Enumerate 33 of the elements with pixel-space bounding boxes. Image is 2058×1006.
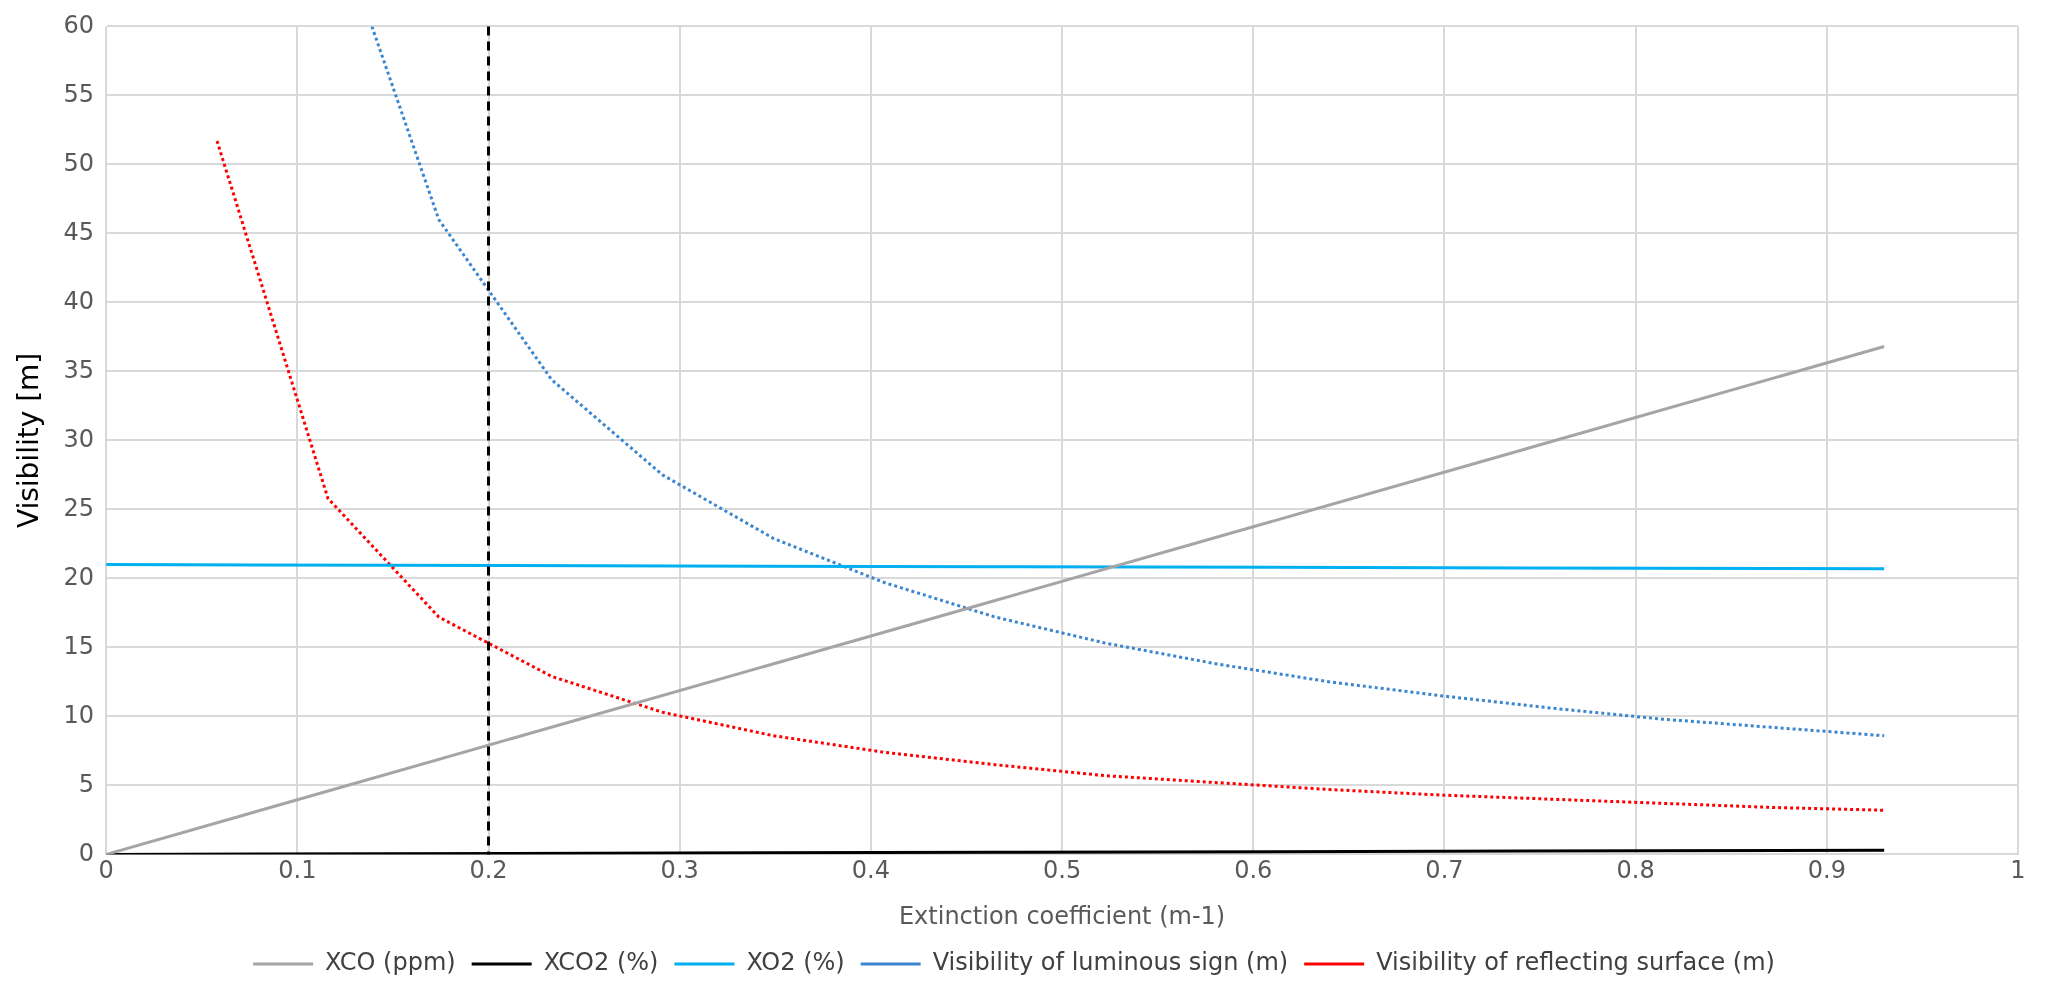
- x-tick-label: 0.9: [1807, 856, 1846, 885]
- y-tick-label: 35: [63, 355, 95, 384]
- x-tick-label: 1: [2010, 856, 2026, 885]
- x-tick-label: 0.4: [851, 856, 890, 885]
- y-tick-label: 60: [63, 10, 95, 39]
- x-tick-label: 0.2: [469, 856, 508, 885]
- x-tick-label: 0.6: [1234, 856, 1273, 885]
- x-tick-label: 0.8: [1616, 856, 1655, 885]
- x-tick-label: 0.1: [278, 856, 317, 885]
- x-axis-title: Extinction coefficient (m-1): [898, 901, 1226, 930]
- line-series: [215, 139, 1886, 812]
- legend-label: XCO2 (%): [543, 948, 659, 977]
- y-tick-label: 50: [63, 148, 95, 177]
- y-tick-label: 45: [63, 217, 95, 246]
- y-axis-title: Visibility [m]: [12, 352, 46, 529]
- y-tick-label: 0: [78, 838, 95, 867]
- x-tick-label: 0.3: [660, 856, 699, 885]
- y-tick-label: 25: [63, 493, 95, 522]
- y-tick-label: 15: [63, 631, 95, 660]
- y-tick-label: 30: [63, 424, 95, 453]
- legend-label: Visibility of reflecting surface (m): [1376, 948, 1775, 977]
- legend-label: XCO (ppm): [325, 948, 456, 977]
- y-tick-label: 40: [63, 286, 95, 315]
- legend-label: XO2 (%): [746, 948, 845, 977]
- x-tick-label: 0: [98, 856, 114, 885]
- legend-label: Visibility of luminous sign (m): [932, 948, 1289, 977]
- line-series: [370, 26, 1886, 738]
- y-tick-label: 5: [78, 769, 95, 798]
- y-tick-label: 10: [63, 700, 95, 729]
- x-tick-label: 0.7: [1425, 856, 1464, 885]
- y-tick-label: 55: [63, 79, 95, 108]
- y-tick-label: 20: [63, 562, 95, 591]
- x-tick-label: 0.5: [1042, 856, 1082, 885]
